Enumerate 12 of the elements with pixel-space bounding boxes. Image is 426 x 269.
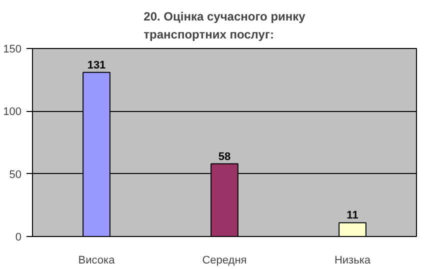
x-tick-label: Середня [202, 254, 247, 266]
x-tick-label: Низька [334, 254, 372, 266]
y-tick-label: 100 [3, 106, 22, 118]
x-tick-label: Висока [78, 254, 116, 266]
data-label: 131 [87, 59, 106, 72]
y-tick-label: 50 [9, 168, 22, 181]
y-tick-label: 150 [3, 44, 22, 56]
y-tick-label: 0 [15, 232, 22, 244]
data-label: 58 [218, 150, 231, 163]
bar [338, 222, 366, 236]
data-label: 11 [346, 210, 358, 222]
chart-title: 20. Оцінка сучасного ринку транспортних послуг: [144, 9, 306, 42]
